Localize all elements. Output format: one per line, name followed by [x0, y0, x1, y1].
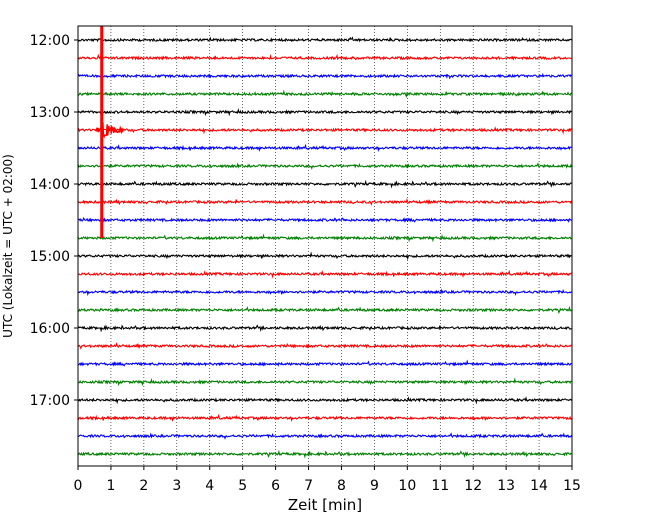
seismic-trace	[77, 179, 572, 189]
x-tick-label: 4	[205, 478, 214, 494]
y-tick-label: 15:00	[30, 249, 70, 265]
x-tick-label: 8	[337, 478, 346, 494]
seismic-trace	[77, 72, 572, 80]
seismic-trace	[77, 36, 572, 43]
seismic-trace	[77, 251, 572, 261]
x-tick-label: 9	[370, 478, 379, 494]
event-burst	[95, 122, 124, 139]
seismic-trace	[77, 305, 572, 315]
x-tick-label: 15	[563, 478, 581, 494]
seismic-trace	[77, 324, 572, 333]
x-tick-label: 14	[530, 478, 548, 494]
x-tick-label: 11	[431, 478, 449, 494]
x-tick-label: 13	[497, 478, 515, 494]
seismic-trace	[77, 377, 572, 387]
y-tick-label: 12:00	[30, 33, 70, 49]
x-tick-label: 7	[304, 478, 313, 494]
x-tick-label: 2	[139, 478, 148, 494]
seismic-trace	[77, 89, 572, 99]
plot-frame	[77, 25, 573, 467]
x-axis-label: Zeit [min]	[288, 496, 362, 514]
seismic-trace	[77, 217, 572, 223]
x-tick-label: 6	[271, 478, 280, 494]
x-tick-label: 10	[398, 478, 416, 494]
seismic-trace	[77, 359, 572, 367]
seismic-trace	[77, 449, 572, 459]
seismic-trace	[77, 143, 572, 153]
x-tick-label: 3	[172, 478, 181, 494]
x-tick-label: 12	[464, 478, 482, 494]
seismic-trace	[77, 198, 573, 206]
seismic-trace	[77, 53, 572, 61]
seismic-trace	[77, 432, 572, 440]
seismic-trace	[77, 288, 572, 297]
seismic-trace	[77, 162, 573, 170]
y-tick-label: 16:00	[30, 321, 70, 337]
y-axis-label: UTC (Lokalzeit = UTC + 02:00)	[1, 154, 15, 338]
x-tick-label: 5	[238, 478, 247, 494]
x-axis: 0 1 2 3 4 5 6 7 8 9 10 11 12 13 14 15	[74, 466, 581, 494]
x-tick-label: 1	[106, 478, 115, 494]
seismic-trace	[77, 125, 572, 135]
seismic-trace	[77, 413, 572, 423]
y-tick-label: 13:00	[30, 105, 70, 121]
seismic-trace	[77, 396, 572, 405]
y-tick-label: 17:00	[30, 393, 70, 409]
seismic-trace	[77, 108, 572, 117]
event-traces	[95, 26, 124, 238]
x-grid	[110, 26, 540, 466]
x-tick-label: 0	[74, 478, 83, 494]
y-tick-label: 14:00	[30, 177, 70, 193]
traces	[77, 36, 573, 459]
seismic-trace	[77, 269, 572, 279]
seismic-trace	[77, 233, 572, 243]
seismic-trace	[77, 342, 572, 350]
y-axis: 12:00 13:00 14:00 15:00 16:00 17:00	[30, 33, 78, 409]
